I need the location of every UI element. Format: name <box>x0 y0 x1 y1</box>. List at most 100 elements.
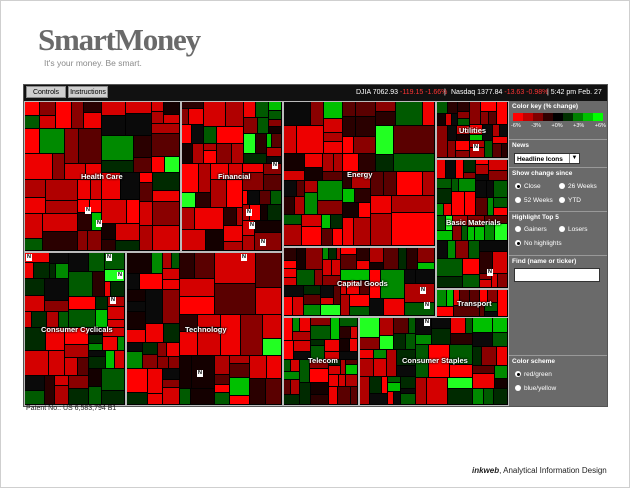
stock-tile[interactable] <box>204 144 216 150</box>
stock-tile[interactable] <box>480 241 507 251</box>
stock-tile[interactable] <box>324 119 342 132</box>
stock-tile[interactable] <box>381 270 404 298</box>
stock-tile[interactable] <box>268 205 281 220</box>
stock-tile[interactable] <box>263 339 281 355</box>
stock-tile[interactable] <box>457 126 469 134</box>
stock-tile[interactable] <box>284 269 296 277</box>
stock-tile[interactable] <box>360 281 369 294</box>
stock-tile[interactable] <box>180 253 194 278</box>
stock-tile[interactable] <box>45 279 68 300</box>
stock-tile[interactable] <box>497 102 507 124</box>
stock-tile[interactable] <box>432 318 450 328</box>
stock-tile[interactable] <box>84 113 101 128</box>
stock-tile[interactable] <box>284 215 301 224</box>
stock-tile[interactable] <box>304 295 320 304</box>
stock-tile[interactable] <box>489 171 507 180</box>
stock-tile[interactable] <box>284 102 310 125</box>
stock-tile[interactable] <box>388 377 400 382</box>
news-badge-icon[interactable]: N <box>117 272 123 279</box>
stock-tile[interactable] <box>127 312 145 329</box>
stock-tile[interactable] <box>346 360 357 364</box>
stock-tile[interactable] <box>454 290 459 305</box>
stock-tile[interactable] <box>343 117 355 136</box>
stock-tile[interactable] <box>493 125 499 136</box>
stock-tile[interactable] <box>452 192 464 215</box>
stock-tile[interactable] <box>34 263 49 278</box>
stock-tile[interactable] <box>25 351 48 375</box>
stock-tile[interactable] <box>350 307 369 315</box>
stock-tile[interactable] <box>331 318 339 339</box>
stock-tile[interactable] <box>72 102 83 128</box>
stock-tile[interactable] <box>134 158 151 172</box>
stock-tile[interactable] <box>446 216 452 230</box>
stock-tile[interactable] <box>263 315 281 338</box>
stock-tile[interactable] <box>392 196 434 212</box>
stock-tile[interactable] <box>96 310 107 327</box>
radio-close[interactable] <box>515 183 521 189</box>
stock-tile[interactable] <box>376 112 395 125</box>
stock-tile[interactable] <box>384 172 396 195</box>
stock-tile[interactable] <box>394 334 405 349</box>
stock-tile[interactable] <box>394 318 408 333</box>
stock-tile[interactable] <box>329 360 340 365</box>
stock-tile[interactable] <box>127 330 145 342</box>
stock-tile[interactable] <box>198 328 220 355</box>
stock-tile[interactable] <box>458 112 469 118</box>
stock-tile[interactable] <box>485 303 497 311</box>
stock-tile[interactable] <box>148 394 162 404</box>
stock-tile[interactable] <box>127 393 147 404</box>
stock-tile[interactable] <box>370 248 383 262</box>
radio-ytd[interactable] <box>559 197 565 203</box>
stock-tile[interactable] <box>25 253 49 262</box>
stock-tile[interactable] <box>311 346 324 359</box>
stock-tile[interactable] <box>25 154 52 179</box>
stock-tile[interactable] <box>488 198 493 215</box>
stock-tile[interactable] <box>152 157 164 172</box>
stock-tile[interactable] <box>387 350 396 376</box>
stock-tile[interactable] <box>284 286 303 296</box>
stock-tile[interactable] <box>89 351 105 356</box>
stock-tile[interactable] <box>406 334 415 349</box>
option-52-weeks[interactable]: 52 Weeks <box>515 197 553 204</box>
stock-tile[interactable] <box>311 340 324 345</box>
option-no-highlights[interactable]: No highlights <box>515 240 562 247</box>
stock-tile[interactable] <box>198 315 220 327</box>
stock-tile[interactable] <box>195 208 223 229</box>
stock-tile[interactable] <box>302 227 321 245</box>
stock-tile[interactable] <box>394 392 400 404</box>
stock-tile[interactable] <box>108 297 124 306</box>
stock-tile[interactable] <box>497 347 507 365</box>
radio-26-weeks[interactable] <box>559 183 565 189</box>
stock-tile[interactable] <box>318 181 342 200</box>
stock-tile[interactable] <box>346 365 357 374</box>
stock-tile[interactable] <box>121 173 139 199</box>
stock-tile[interactable] <box>291 360 299 371</box>
sector-technology[interactable]: Technology N N <box>126 252 283 406</box>
stock-tile[interactable] <box>489 112 496 124</box>
stock-tile[interactable] <box>304 305 320 315</box>
stock-tile[interactable] <box>452 179 458 191</box>
stock-tile[interactable] <box>427 378 447 404</box>
stock-tile[interactable] <box>90 200 101 212</box>
news-badge-icon[interactable]: N <box>197 370 203 377</box>
stock-tile[interactable] <box>182 208 194 229</box>
stock-tile[interactable] <box>343 172 351 188</box>
stock-tile[interactable] <box>418 248 434 262</box>
stock-tile[interactable] <box>69 310 95 327</box>
stock-tile[interactable] <box>396 102 422 125</box>
stock-tile[interactable] <box>305 154 322 167</box>
stock-tile[interactable] <box>423 102 434 125</box>
stock-tile[interactable] <box>163 290 179 323</box>
stock-tile[interactable] <box>293 297 303 315</box>
stock-tile[interactable] <box>334 286 340 304</box>
stock-tile[interactable] <box>306 248 322 269</box>
stock-tile[interactable] <box>111 282 124 296</box>
stock-tile[interactable] <box>25 312 31 327</box>
stock-tile[interactable] <box>456 141 469 150</box>
stock-tile[interactable] <box>376 155 393 171</box>
stock-tile[interactable] <box>482 347 496 365</box>
stock-tile[interactable] <box>311 318 330 325</box>
stock-tile[interactable] <box>470 102 480 124</box>
stock-tile[interactable] <box>446 114 451 125</box>
